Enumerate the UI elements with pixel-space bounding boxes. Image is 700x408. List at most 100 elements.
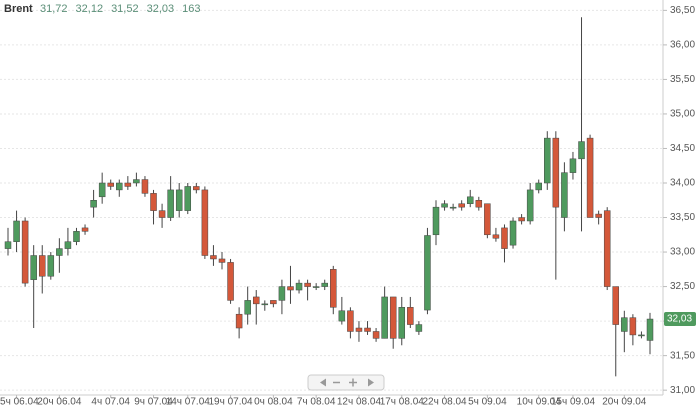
- x-tick-label: 15ч 06.04: [0, 397, 39, 408]
- x-tick-label: 20ч 09.04: [602, 397, 647, 408]
- y-tick-label: 32,50: [670, 281, 695, 292]
- y-tick-label: 34,00: [670, 178, 695, 189]
- candle-body: [261, 303, 269, 306]
- candle-body: [210, 255, 217, 260]
- y-tick-label: 31,50: [670, 350, 695, 361]
- candle-body: [518, 217, 525, 222]
- candle-body: [603, 210, 611, 287]
- candle-body: [629, 317, 637, 336]
- candle-body: [304, 282, 311, 287]
- navigation: [307, 374, 385, 391]
- y-tick-label: 35,50: [670, 74, 695, 85]
- candle-body: [227, 262, 234, 301]
- candle-body: [175, 189, 183, 211]
- candle-body: [270, 300, 277, 305]
- y-tick-label: 35,00: [670, 109, 695, 120]
- nav-right[interactable]: [368, 378, 374, 387]
- nav-zoom-in[interactable]: [349, 378, 357, 387]
- candle-body: [389, 296, 397, 339]
- candle-body: [330, 269, 337, 308]
- y-tick-label: 31,00: [670, 385, 695, 396]
- y-tick-label: 36,00: [670, 40, 695, 51]
- chart-title: Brent: [4, 3, 33, 15]
- x-tick-label: 15ч 09.04: [551, 397, 596, 408]
- candle-body: [81, 227, 89, 232]
- candle-body: [347, 310, 354, 332]
- summary-value: 32,12: [76, 3, 104, 15]
- candle-body: [47, 255, 55, 277]
- candle-body: [424, 235, 431, 311]
- x-tick-label: 17ч 08.04: [380, 397, 425, 408]
- candle-body: [201, 189, 209, 256]
- candle-body: [133, 179, 140, 184]
- candle-body: [218, 258, 226, 263]
- summary-value: 31,72: [40, 3, 68, 15]
- candle-body: [466, 196, 474, 204]
- x-tick-label: 22ч 08.04: [422, 397, 467, 408]
- candle-body: [475, 200, 483, 208]
- candle-body: [124, 182, 132, 187]
- candle-body: [578, 141, 585, 160]
- candle-body: [158, 210, 166, 218]
- candle-body: [638, 334, 645, 337]
- x-tick-label: 9ч 07.04: [134, 397, 173, 408]
- candle-body: [355, 327, 363, 332]
- candle-body: [167, 189, 174, 218]
- candle-body: [312, 286, 320, 288]
- nav-bar: [307, 374, 385, 391]
- candle-body: [381, 296, 388, 339]
- candle-body: [73, 231, 80, 242]
- candle-body: [407, 307, 414, 325]
- x-tick-label: 4ч 07.04: [91, 397, 130, 408]
- candle-body: [501, 227, 508, 249]
- candle-body: [432, 206, 440, 236]
- candle-body: [98, 182, 106, 198]
- candle-body: [38, 255, 46, 277]
- price-tag-label: 32,03: [667, 314, 692, 325]
- candle-body: [295, 282, 303, 291]
- candle-body: [56, 248, 63, 256]
- x-tick-label: 14ч 07.04: [166, 397, 211, 408]
- candle-body: [561, 172, 568, 218]
- candle-body: [107, 182, 114, 187]
- y-tick-label: 33,50: [670, 212, 695, 223]
- x-tick-label: 20ч 06.04: [37, 397, 82, 408]
- summary-value: 163: [182, 3, 200, 15]
- candle-body: [646, 318, 654, 341]
- x-tick-label: 0ч 08.04: [254, 397, 293, 408]
- candle-body: [492, 234, 500, 239]
- candle-body: [398, 307, 406, 339]
- candle-body: [13, 220, 20, 242]
- candle-body: [415, 324, 423, 332]
- candle-body: [193, 186, 200, 191]
- y-tick-label: 33,00: [670, 247, 695, 258]
- candle-body: [535, 182, 542, 191]
- candle-body: [21, 220, 29, 284]
- candle-body: [4, 241, 12, 249]
- x-tick-label: 7ч 08.04: [297, 397, 336, 408]
- candle-body: [252, 296, 260, 305]
- candle-body: [141, 179, 149, 194]
- candle-body: [509, 220, 517, 246]
- price-tag: [664, 312, 696, 327]
- candle-body: [484, 203, 491, 236]
- candle-body: [449, 206, 457, 209]
- candle-body: [595, 213, 602, 218]
- x-tick-label: 12ч 08.04: [337, 397, 382, 408]
- candle-body: [30, 255, 37, 280]
- candle-body: [364, 327, 371, 332]
- candle-body: [116, 182, 123, 191]
- candle-body: [586, 137, 594, 218]
- candle-body: [278, 286, 286, 301]
- x-tick-label: 19ч 07.04: [208, 397, 253, 408]
- x-tick-label: 10ч 09.04: [517, 397, 562, 408]
- candle-body: [90, 200, 97, 208]
- y-tick-label: 34,50: [670, 143, 695, 154]
- candle-body: [184, 186, 192, 211]
- nav-left[interactable]: [320, 378, 326, 387]
- candle-body: [544, 137, 551, 184]
- candle-body: [441, 203, 448, 208]
